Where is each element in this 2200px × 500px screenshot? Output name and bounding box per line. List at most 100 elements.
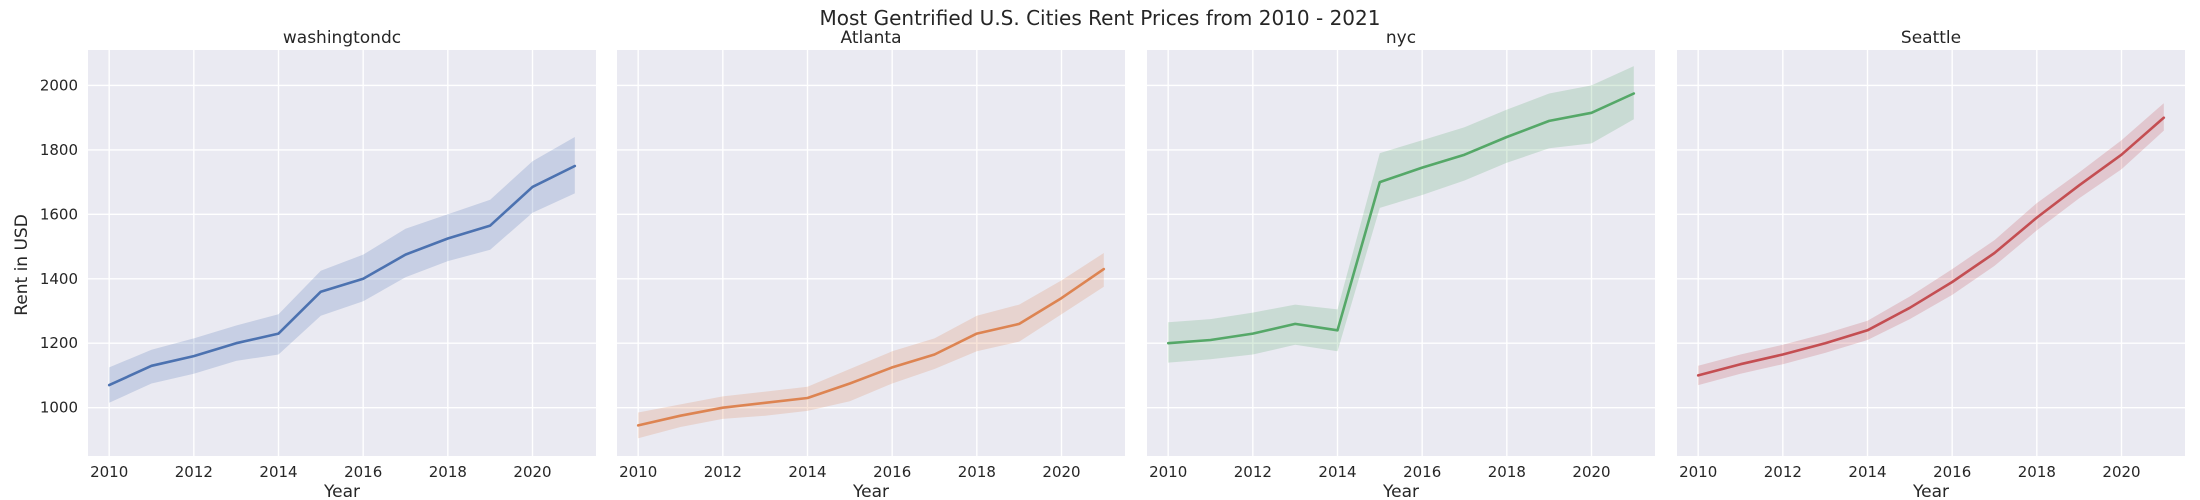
facet-panel-seattle: Seattle 2010 2012 2014 2016 2018 2020 Year: [1677, 28, 2185, 500]
data-point: [2077, 183, 2082, 188]
plot-area: [1677, 50, 2185, 456]
data-point: [763, 400, 768, 405]
x-tick-label: 2014: [788, 463, 826, 481]
confidence-band: [1168, 66, 1634, 363]
x-axis-label: Year: [1912, 482, 1949, 500]
series-line: [1166, 92, 1636, 345]
x-tick-label: 2010: [1679, 463, 1717, 481]
series-line: [636, 267, 1106, 427]
y-tick-label: 2000: [40, 76, 78, 94]
x-tick-label: 2010: [1149, 463, 1187, 481]
data-point: [361, 276, 366, 281]
y-tick-label: 1200: [40, 334, 78, 352]
data-point: [1059, 296, 1064, 301]
data-point: [445, 236, 450, 241]
data-point: [1504, 134, 1509, 139]
x-tick-label: 2018: [429, 463, 467, 481]
data-point: [847, 381, 852, 386]
data-point: [1462, 152, 1467, 157]
data-point: [1208, 337, 1213, 342]
panel-title: Atlanta: [841, 28, 902, 48]
x-tick-label: 2014: [1318, 463, 1356, 481]
plot-area: [88, 50, 596, 456]
x-tick-label: 2020: [2102, 463, 2140, 481]
x-tick-label: 2018: [1488, 463, 1526, 481]
y-tick-label: 1000: [40, 399, 78, 417]
data-point: [1823, 341, 1828, 346]
data-point: [1992, 250, 1997, 255]
data-point: [1738, 362, 1743, 367]
x-tick-label: 2018: [958, 463, 996, 481]
x-tick-label: 2014: [259, 463, 297, 481]
x-tick-label: 2016: [1403, 463, 1441, 481]
data-point: [403, 252, 408, 257]
x-tick-label: 2012: [1764, 463, 1802, 481]
data-point: [890, 365, 895, 370]
y-tick-label: 1400: [40, 270, 78, 288]
data-point: [572, 163, 577, 168]
data-point: [1696, 373, 1701, 378]
data-point: [149, 363, 154, 368]
y-tick-label: 1800: [40, 141, 78, 159]
data-point: [276, 331, 281, 336]
chart-title: Most Gentrified U.S. Cities Rent Prices …: [820, 6, 1381, 30]
data-point: [191, 354, 196, 359]
data-point: [1907, 305, 1912, 310]
data-point: [974, 331, 979, 336]
data-point: [1547, 118, 1552, 123]
series-line: [107, 164, 577, 387]
data-point: [2034, 215, 2039, 220]
data-point: [636, 423, 641, 428]
data-point: [530, 184, 535, 189]
data-point: [2161, 115, 2166, 120]
x-tick-label: 2010: [619, 463, 657, 481]
x-tick-label: 2012: [704, 463, 742, 481]
panel-title: Seattle: [1901, 28, 1961, 48]
x-tick-label: 2020: [1572, 463, 1610, 481]
y-tick-label: 1600: [40, 205, 78, 223]
data-point: [488, 223, 493, 228]
confidence-band: [638, 253, 1104, 439]
x-tick-label: 2016: [873, 463, 911, 481]
facet-panels: washingtondc 2010 2012 2014 2016 2018 2020 Year…: [40, 28, 2185, 500]
data-point: [1377, 180, 1382, 185]
facet-panel-washingtondc: washingtondc 2010 2012 2014 2016 2018 2020 Year…: [40, 28, 596, 500]
plot-area: [617, 50, 1125, 456]
data-point: [2119, 152, 2124, 157]
data-point: [1631, 91, 1636, 96]
data-point: [932, 352, 937, 357]
data-point: [1017, 321, 1022, 326]
data-point: [107, 383, 112, 388]
data-point: [1335, 328, 1340, 333]
x-tick-label: 2014: [1848, 463, 1886, 481]
panel-title: nyc: [1386, 28, 1416, 48]
series-line: [1696, 116, 2166, 377]
data-point: [1589, 110, 1594, 115]
data-point: [1166, 341, 1171, 346]
x-tick-label: 2018: [2018, 463, 2056, 481]
data-point: [1865, 328, 1870, 333]
data-point: [678, 413, 683, 418]
data-point: [720, 405, 725, 410]
x-tick-label: 2012: [175, 463, 213, 481]
data-point: [1293, 321, 1298, 326]
data-point: [1101, 267, 1106, 272]
data-point: [1420, 165, 1425, 170]
x-axis-label: Year: [852, 482, 889, 500]
data-point: [805, 395, 810, 400]
data-point: [234, 341, 239, 346]
data-point: [1950, 279, 1955, 284]
x-tick-label: 2012: [1234, 463, 1272, 481]
x-tick-label: 2016: [1933, 463, 1971, 481]
x-tick-label: 2020: [513, 463, 551, 481]
y-axis-label: Rent in USD: [12, 214, 32, 316]
data-point: [318, 289, 323, 294]
x-axis-label: Year: [1382, 482, 1419, 500]
facet-panel-atlanta: Atlanta 2010 2012 2014 2016 2018 2020 Year: [617, 28, 1125, 500]
facet-panel-nyc: nyc 2010 2012 2014 2016 2018 2020 Year: [1147, 28, 1655, 500]
data-point: [1780, 352, 1785, 357]
x-tick-label: 2010: [90, 463, 128, 481]
confidence-band: [109, 137, 575, 403]
x-tick-label: 2020: [1042, 463, 1080, 481]
